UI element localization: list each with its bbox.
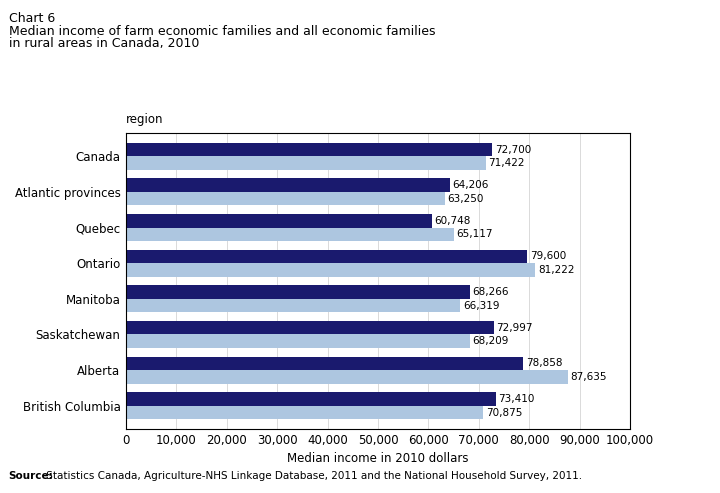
Text: Chart 6: Chart 6: [9, 12, 55, 25]
Text: 64,206: 64,206: [452, 180, 488, 190]
Text: Statistics Canada, Agriculture-NHS Linkage Database, 2011 and the National House: Statistics Canada, Agriculture-NHS Linka…: [43, 471, 582, 481]
Text: 68,209: 68,209: [472, 336, 508, 346]
Text: in rural areas in Canada, 2010: in rural areas in Canada, 2010: [9, 37, 199, 50]
Bar: [126, 299, 460, 313]
Text: 73,410: 73,410: [498, 394, 535, 404]
Text: 81,222: 81,222: [538, 265, 575, 275]
Bar: [126, 285, 470, 299]
Text: 66,319: 66,319: [463, 301, 499, 311]
Bar: [126, 214, 432, 228]
Bar: [126, 178, 449, 192]
Bar: [126, 192, 445, 206]
Bar: [126, 249, 527, 263]
Text: 70,875: 70,875: [486, 408, 522, 418]
Text: 60,748: 60,748: [435, 216, 471, 226]
X-axis label: Median income in 2010 dollars: Median income in 2010 dollars: [287, 452, 469, 465]
Text: 78,858: 78,858: [526, 358, 562, 368]
Bar: [126, 228, 454, 241]
Bar: [126, 143, 492, 156]
Text: 72,997: 72,997: [496, 323, 533, 333]
Text: 87,635: 87,635: [570, 372, 607, 382]
Bar: [126, 156, 486, 170]
Text: 79,600: 79,600: [530, 251, 566, 261]
Text: 71,422: 71,422: [488, 158, 525, 168]
Bar: [126, 334, 469, 348]
Text: 65,117: 65,117: [456, 229, 493, 239]
Bar: [126, 370, 567, 384]
Text: region: region: [126, 113, 163, 126]
Bar: [126, 321, 494, 334]
Bar: [126, 263, 536, 277]
Bar: [126, 406, 483, 419]
Text: Source:: Source:: [9, 471, 53, 481]
Text: 72,700: 72,700: [495, 144, 531, 154]
Text: Median income of farm economic families and all economic families: Median income of farm economic families …: [9, 25, 435, 37]
Text: 68,266: 68,266: [472, 287, 509, 297]
Bar: [126, 392, 496, 406]
Bar: [126, 356, 523, 370]
Text: 63,250: 63,250: [447, 194, 484, 204]
